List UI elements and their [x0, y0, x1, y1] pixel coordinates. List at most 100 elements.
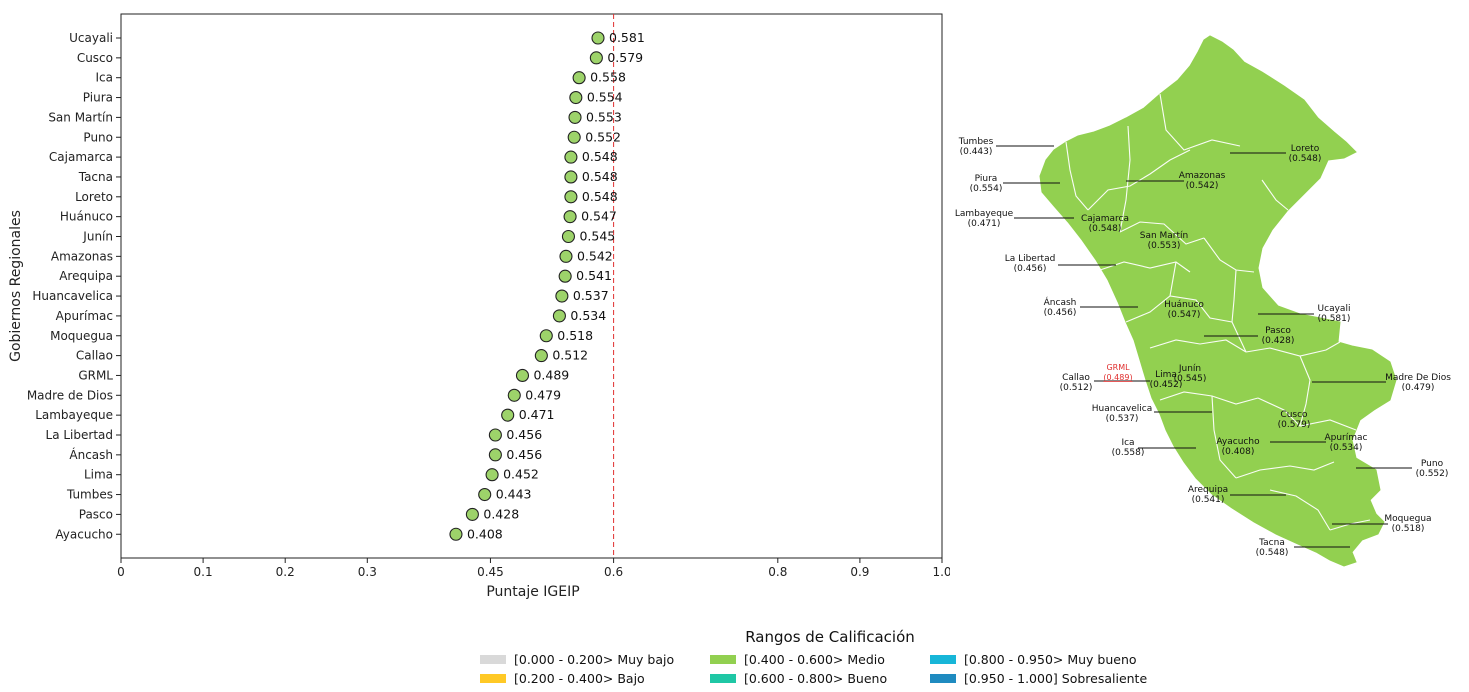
- y-tick-label: San Martín: [48, 110, 113, 124]
- data-label: 0.542: [577, 248, 613, 263]
- data-label: 0.479: [525, 387, 561, 402]
- y-tick-label: Cusco: [77, 51, 113, 65]
- data-point: [478, 487, 492, 502]
- data-label: 0.534: [570, 308, 606, 323]
- map-region-value: (0.452): [1150, 380, 1183, 390]
- y-tick-label: Tacna: [78, 170, 113, 184]
- data-point: [488, 448, 502, 462]
- x-tick-label: 0.8: [768, 565, 787, 579]
- data-point: [567, 130, 581, 144]
- plot-frame: [120, 13, 943, 559]
- legend-grid: [0.000 - 0.200> Muy bajo [0.400 - 0.600> …: [480, 652, 1200, 686]
- data-label: 0.545: [579, 229, 615, 244]
- x-tick-label: 0.6: [604, 565, 623, 579]
- y-tick-label: Huancavelica: [32, 289, 113, 303]
- map-region-value: (0.456): [1044, 308, 1077, 318]
- y-axis-label: Gobiernos Regionales: [8, 210, 24, 362]
- map-region-value: (0.548): [1289, 154, 1322, 164]
- legend-label: [0.800 - 0.950> Muy bueno: [964, 652, 1137, 667]
- map-region-value: (0.545): [1174, 374, 1207, 384]
- legend-swatch: [480, 655, 506, 664]
- data-label: 0.548: [582, 169, 618, 184]
- map-region-name: San Martín: [1140, 231, 1189, 241]
- map-region-name: Arequipa: [1188, 485, 1228, 495]
- map-region-value: (0.443): [960, 147, 993, 157]
- x-tick-label: 0.9: [850, 565, 869, 579]
- x-tick-label: 0.3: [358, 565, 377, 579]
- data-label: 0.452: [503, 467, 539, 482]
- data-point: [564, 150, 578, 164]
- data-label: 0.471: [519, 407, 555, 422]
- y-tick-label: Ucayali: [69, 31, 113, 45]
- legend-item: [0.000 - 0.200> Muy bajo: [480, 652, 710, 667]
- y-tick-label: Cajamarca: [49, 150, 113, 164]
- map-region-value: (0.489): [1103, 373, 1132, 382]
- legend-label: [0.950 - 1.000] Sobresaliente: [964, 671, 1148, 686]
- x-tick-layer: 0 0.1 0.2 0.3 0.45 0.6 0.8 0.9 1.0: [117, 558, 950, 579]
- data-point: [564, 190, 578, 204]
- map-region-name: Tacna: [1258, 538, 1285, 548]
- y-tick-label: Pasco: [79, 507, 113, 521]
- legend-label: [0.600 - 0.800> Bueno: [744, 671, 888, 686]
- legend-label: [0.200 - 0.400> Bajo: [514, 671, 645, 686]
- data-point: [558, 269, 572, 283]
- map-region-name: Ayacucho: [1216, 437, 1260, 447]
- data-point: [563, 210, 577, 224]
- y-tick-label: Moquegua: [50, 329, 113, 343]
- map-region-value: (0.579): [1278, 420, 1311, 430]
- map-region-value: (0.408): [1222, 447, 1255, 457]
- data-label: 0.443: [496, 487, 532, 502]
- legend-title: Rangos de Calificación: [745, 628, 915, 646]
- legend-swatch: [710, 655, 736, 664]
- data-point: [589, 51, 603, 65]
- x-tick-label: 0.1: [194, 565, 213, 579]
- y-tick-label: Piura: [83, 91, 113, 105]
- legend: Rangos de Calificación [0.000 - 0.200> M…: [460, 628, 1200, 686]
- data-label: 0.456: [506, 427, 542, 442]
- map-region-name: Ucayali: [1318, 304, 1351, 314]
- legend-swatch: [930, 655, 956, 664]
- y-tick-layer: Ucayali Cusco Ica Piura San Martín Puno Cajama…: [27, 31, 121, 541]
- legend-item: [0.800 - 0.950> Muy bueno: [930, 652, 1170, 667]
- y-tick-label: Amazonas: [51, 249, 113, 263]
- data-point: [515, 368, 530, 383]
- map-region-name: La Libertad: [1005, 254, 1056, 264]
- y-tick-label: Lima: [84, 468, 113, 482]
- y-tick-label: Tumbes: [66, 488, 113, 502]
- data-point: [561, 229, 575, 244]
- legend-item: [0.400 - 0.600> Medio: [710, 652, 930, 667]
- map-region-name: GRML: [1106, 363, 1130, 372]
- y-tick-label: Ica: [96, 71, 114, 85]
- y-tick-label: Puno: [83, 130, 113, 144]
- x-tick-label: 0.2: [276, 565, 295, 579]
- y-tick-label: Ayacucho: [55, 527, 113, 541]
- map-region-value: (0.518): [1392, 524, 1425, 534]
- point-layer: 0.581 0.579 0.558 0.554 0.553 0.552 0.548 0.548…: [449, 30, 645, 541]
- map-region-name: Lima: [1155, 370, 1177, 380]
- legend-swatch: [930, 674, 956, 683]
- legend-item: [0.950 - 1.000] Sobresaliente: [930, 671, 1170, 686]
- map-region-name: Huancavelica: [1092, 404, 1152, 414]
- region-borders: [1065, 93, 1371, 531]
- y-tick-label: Arequipa: [59, 269, 113, 283]
- map-region-name: Cajamarca: [1081, 214, 1129, 224]
- data-point: [507, 388, 521, 402]
- map-region-value: (0.542): [1186, 181, 1219, 191]
- map-region-value: (0.553): [1148, 241, 1181, 251]
- data-label: 0.408: [467, 526, 503, 541]
- dot-chart: Ucayali Cusco Ica Piura San Martín Puno Cajama…: [8, 13, 950, 600]
- map-region-name: Apurímac: [1324, 433, 1367, 443]
- data-label: 0.541: [576, 268, 612, 283]
- map-region-value: (0.552): [1416, 469, 1449, 479]
- data-label: 0.547: [581, 209, 617, 224]
- map-region-name: Junín: [1178, 364, 1201, 374]
- data-label: 0.579: [607, 50, 643, 65]
- x-tick-label: 0: [117, 565, 125, 579]
- y-tick-label: Madre de Dios: [27, 388, 113, 402]
- map-region-value: (0.479): [1402, 383, 1435, 393]
- map-region-name: Lambayeque: [955, 209, 1014, 219]
- data-point: [568, 110, 582, 124]
- map-region-value: (0.558): [1112, 448, 1145, 458]
- data-point: [449, 527, 463, 541]
- y-tick-label: Junín: [82, 230, 113, 244]
